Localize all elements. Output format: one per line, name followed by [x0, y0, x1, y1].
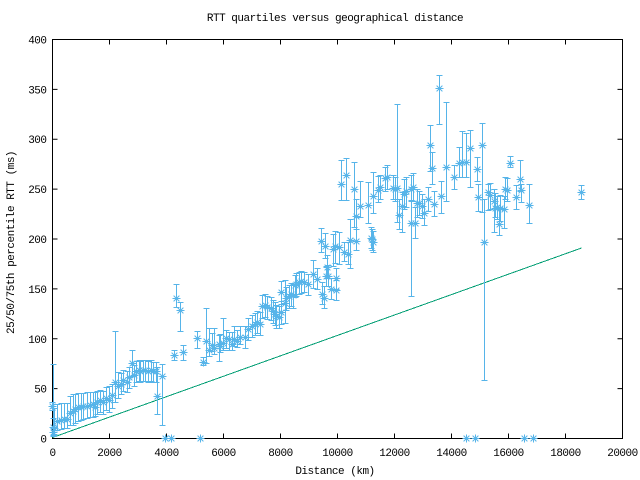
svg-text:250: 250 — [28, 185, 46, 197]
svg-text:RTT quartiles versus geographi: RTT quartiles versus geographical distan… — [207, 13, 463, 25]
svg-text:12000: 12000 — [379, 448, 410, 460]
svg-text:18000: 18000 — [550, 448, 581, 460]
svg-text:150: 150 — [28, 285, 46, 297]
svg-text:20000: 20000 — [607, 448, 638, 460]
svg-text:16000: 16000 — [493, 448, 524, 460]
svg-text:0: 0 — [49, 448, 55, 460]
svg-text:350: 350 — [28, 85, 46, 97]
svg-text:25/50/75th percentile RTT (ms): 25/50/75th percentile RTT (ms) — [6, 151, 18, 334]
svg-text:6000: 6000 — [211, 448, 235, 460]
svg-text:100: 100 — [28, 335, 46, 347]
svg-text:4000: 4000 — [154, 448, 178, 460]
svg-text:300: 300 — [28, 135, 46, 147]
svg-text:14000: 14000 — [436, 448, 467, 460]
svg-text:10000: 10000 — [322, 448, 353, 460]
svg-text:200: 200 — [28, 235, 46, 247]
svg-text:50: 50 — [34, 385, 46, 397]
svg-text:2000: 2000 — [97, 448, 121, 460]
svg-text:400: 400 — [28, 36, 46, 48]
svg-text:Distance (km): Distance (km) — [295, 466, 374, 478]
svg-text:0: 0 — [40, 435, 46, 447]
svg-text:8000: 8000 — [268, 448, 292, 460]
